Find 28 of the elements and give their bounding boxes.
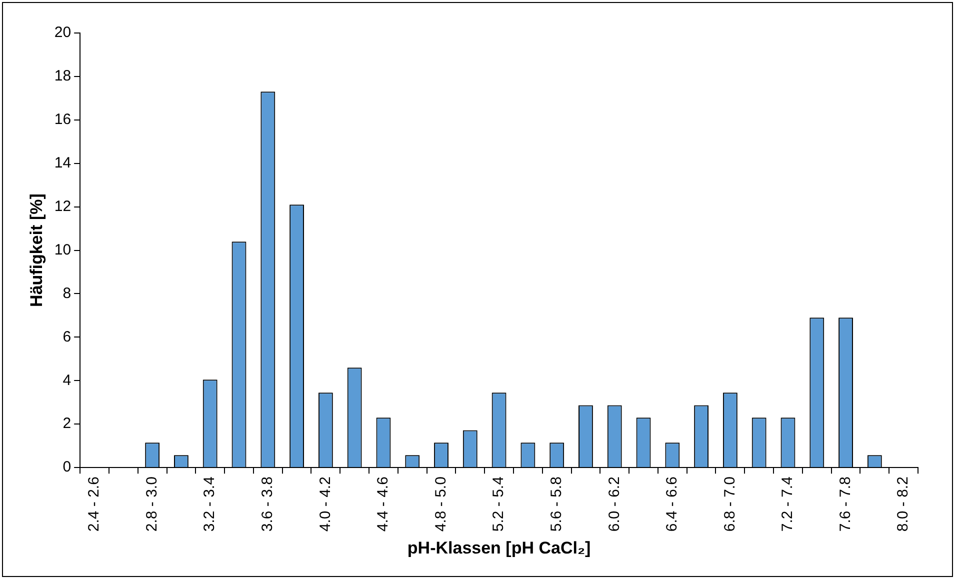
x-tick-label: 4.0 - 4.2 (316, 476, 334, 532)
x-tick-label: 7.2 - 7.4 (779, 476, 796, 532)
y-tick-label: 20 (54, 24, 72, 42)
x-tick-label: 8.0 - 8.2 (894, 476, 912, 532)
x-tick-label: 5.2 - 5.4 (490, 476, 508, 532)
x-axis-title: pH-Klassen [pH CaCl₂] (407, 538, 591, 558)
y-tick-label: 18 (54, 68, 72, 85)
x-tick-label: 6.4 - 6.6 (664, 476, 681, 532)
y-tick-label: 6 (62, 328, 72, 346)
x-tick-label: 7.6 - 7.8 (836, 476, 854, 532)
x-tick-label: 6.0 - 6.2 (606, 476, 623, 532)
x-tick-label: 4.4 - 4.6 (374, 476, 392, 532)
y-tick-label: 8 (62, 284, 72, 302)
x-tick-label: 2.4 - 2.6 (86, 476, 103, 532)
y-tick-label: 12 (54, 198, 72, 215)
y-tick-label: 14 (54, 154, 72, 172)
x-tick-label: 6.8 - 7.0 (721, 476, 738, 532)
y-tick-label: 16 (54, 111, 72, 128)
x-tick-label: 3.2 - 3.4 (201, 476, 218, 532)
x-tick-label: 2.8 - 3.0 (143, 476, 160, 532)
x-tick-label: 5.6 - 5.8 (548, 476, 565, 532)
y-tick-label: 4 (62, 372, 72, 389)
y-tick-label: 10 (54, 241, 72, 258)
x-tick-label: 4.8 - 5.0 (432, 476, 450, 532)
y-axis-title: Häufigkeit [%] (26, 194, 46, 307)
y-tick-label: 2 (62, 415, 72, 432)
x-tick-label: 3.6 - 3.8 (259, 476, 276, 532)
y-tick-label: 0 (62, 458, 72, 476)
